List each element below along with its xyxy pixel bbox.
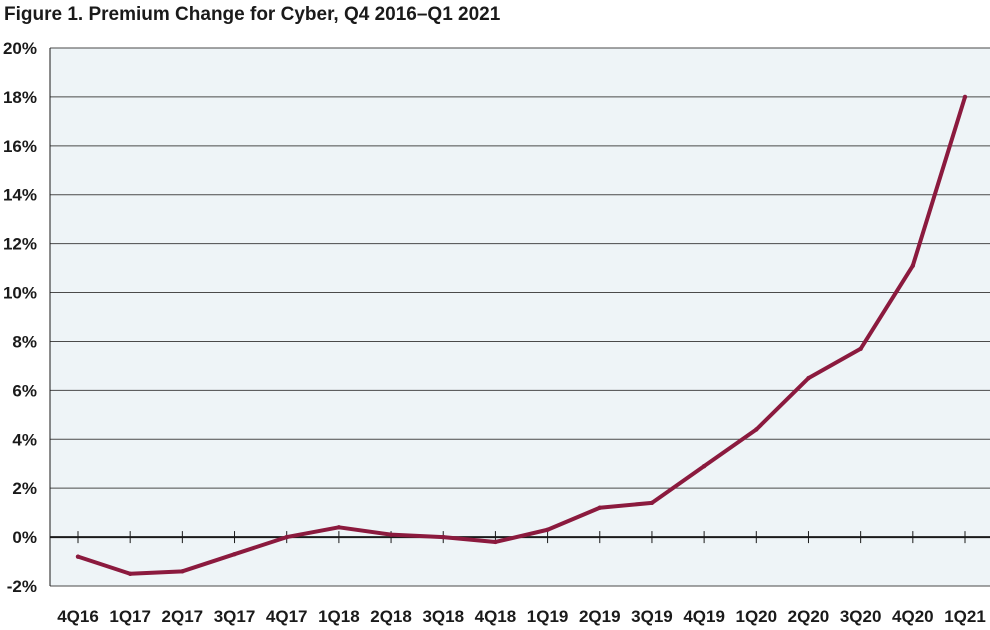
x-axis-labels: 4Q16 1Q17 2Q17 3Q17 4Q17 1Q18 2Q18 3Q18 4Q18 1Q19… [57,607,986,626]
y-tick-label: 12% [3,235,37,254]
plot-area [50,48,990,586]
data-point [962,94,968,100]
y-tick-label: 2% [12,479,37,498]
x-tick-label: 1Q18 [318,607,360,626]
x-tick-label: 4Q18 [475,607,517,626]
data-point [493,539,498,545]
x-tick-label: 4Q20 [892,607,934,626]
x-tick-label: 3Q20 [840,607,882,626]
data-point [284,534,289,540]
x-tick-label: 2Q19 [579,607,621,626]
data-point [597,505,602,510]
y-tick-label: 4% [12,430,37,449]
data-point [441,534,446,540]
data-point [858,346,863,351]
gridlines [49,47,990,587]
x-tick-label: 2Q17 [162,607,204,626]
y-tick-label: 16% [3,137,37,156]
y-tick-label: -2% [7,577,37,596]
chart-title: Figure 1. Premium Change for Cyber, Q4 2… [4,4,501,25]
y-tick-label: 6% [12,381,37,400]
y-tick-label: 0% [12,528,37,547]
data-point [388,532,394,537]
data-point [910,263,916,268]
x-tick-label: 2Q18 [370,607,412,626]
series-line [76,94,967,576]
y-tick-label: 14% [3,186,37,205]
y-tick-label: 18% [3,88,37,107]
data-point [180,569,185,574]
x-tick-label: 1Q19 [527,607,569,626]
data-point [336,525,342,530]
y-axis-labels: -2% 0% 2% 4% 6% 8% 10% 12% 14% 16% 18% 20% [3,39,37,596]
y-tick-label: 10% [3,284,37,303]
data-point [701,463,707,469]
data-point [232,552,237,557]
data-point [754,427,759,432]
x-tick-label: 1Q21 [944,607,986,626]
x-tick-label: 4Q16 [57,607,99,626]
data-point [127,571,133,576]
y-tick-label: 8% [12,332,37,351]
x-tick-label: 3Q19 [631,607,673,626]
data-point [545,527,550,532]
x-tick-label: 1Q20 [735,607,777,626]
x-axis-ticks [77,531,966,544]
series-layer [75,94,968,576]
x-tick-label: 4Q17 [266,607,308,626]
data-point [806,375,811,381]
x-tick-label: 4Q19 [683,607,725,626]
y-tick-label: 20% [3,39,37,58]
x-tick-label: 2Q20 [788,607,830,626]
data-point [75,554,81,559]
x-tick-label: 3Q18 [422,607,464,626]
x-tick-label: 3Q17 [214,607,256,626]
x-tick-label: 1Q17 [109,607,151,626]
data-point [649,500,655,506]
